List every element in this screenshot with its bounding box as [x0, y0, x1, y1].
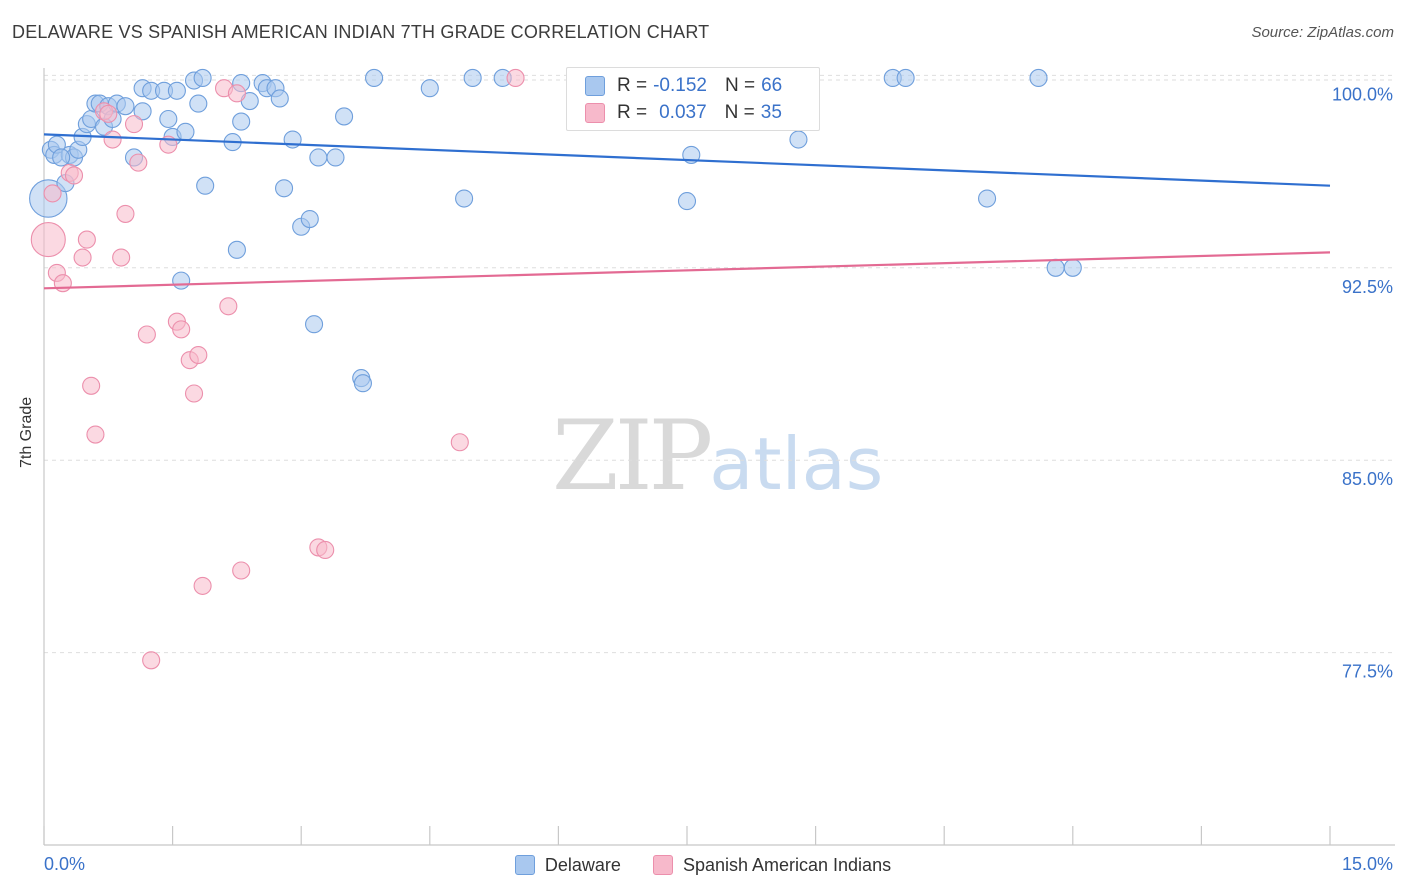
point-delaware — [172, 271, 191, 290]
point-delaware — [326, 148, 345, 167]
point-delaware — [116, 97, 135, 116]
point-spanish-american-indians — [189, 345, 208, 365]
legend-label-delaware: Delaware — [544, 854, 621, 875]
correlation-legend: R = -0.152 N = 66 R = 0.037 N = 35 — [566, 67, 820, 131]
y-tick-label: 92.5% — [1342, 277, 1393, 297]
legend-row-delaware: R = -0.152 N = 66 — [585, 74, 782, 98]
legend-item-delaware[interactable]: Delaware — [514, 854, 621, 876]
point-spanish-american-indians — [64, 166, 84, 185]
point-spanish-american-indians — [184, 384, 204, 403]
point-delaware — [420, 79, 439, 98]
legend-swatch-delaware — [585, 76, 605, 96]
point-delaware — [978, 189, 997, 208]
point-spanish-american-indians — [116, 204, 135, 223]
legend-n-value: 35 — [760, 102, 782, 123]
point-spanish-american-indians — [137, 325, 156, 344]
legend-swatch-delaware — [514, 855, 535, 875]
y-tick-label: 85.0% — [1342, 469, 1393, 489]
source-label: Source: ZipAtlas.com — [1251, 24, 1394, 41]
trendline-delaware — [43, 133, 1331, 187]
point-delaware — [300, 210, 319, 229]
point-spanish-american-indians — [172, 320, 191, 339]
point-spanish-american-indians — [30, 222, 66, 258]
point-spanish-american-indians — [112, 248, 131, 267]
watermark-atlas: atlas — [709, 422, 884, 506]
legend-swatch-spanish-american-indians — [585, 103, 605, 123]
point-spanish-american-indians — [193, 576, 212, 595]
legend-swatch-spanish-american-indians — [652, 855, 673, 875]
point-delaware — [159, 109, 178, 129]
legend-label-spanish-american-indians: Spanish American Indians — [682, 854, 892, 875]
point-spanish-american-indians — [82, 376, 101, 395]
point-delaware — [365, 68, 384, 88]
point-delaware — [176, 122, 195, 141]
point-delaware — [463, 68, 482, 88]
legend-n-label: N = — [724, 102, 755, 123]
point-delaware — [167, 81, 186, 100]
legend-n-label: N = — [724, 75, 756, 96]
legend-n-value: 66 — [761, 75, 783, 96]
point-spanish-american-indians — [99, 104, 118, 123]
point-spanish-american-indians — [227, 84, 246, 103]
point-spanish-american-indians — [142, 651, 161, 670]
point-delaware — [133, 102, 152, 121]
point-spanish-american-indians — [77, 230, 96, 249]
legend-item-spanish-american-indians[interactable]: Spanish American Indians — [652, 854, 892, 876]
point-delaware — [677, 192, 697, 211]
point-delaware — [227, 240, 246, 259]
point-delaware — [455, 189, 474, 208]
point-spanish-american-indians — [103, 130, 122, 149]
legend-r-value: -0.152 — [653, 75, 707, 96]
point-delaware — [193, 68, 212, 88]
point-delaware — [309, 148, 328, 167]
point-delaware — [189, 94, 208, 113]
point-delaware — [789, 130, 808, 149]
trendline-spanish-american-indians — [43, 251, 1331, 290]
point-delaware — [305, 315, 324, 334]
point-delaware — [1029, 68, 1048, 88]
point-delaware — [232, 112, 251, 131]
x-tick-label: 15.0% — [1342, 854, 1393, 874]
point-spanish-american-indians — [43, 184, 62, 203]
y-tick-label: 77.5% — [1342, 662, 1393, 682]
watermark: ZIPatlas — [552, 400, 883, 512]
point-spanish-american-indians — [219, 297, 238, 316]
point-spanish-american-indians — [53, 274, 72, 293]
point-delaware — [1046, 258, 1065, 277]
point-spanish-american-indians — [232, 561, 251, 580]
point-spanish-american-indians — [73, 248, 92, 267]
legend-r-value: 0.037 — [659, 102, 707, 123]
point-spanish-american-indians — [450, 433, 469, 452]
point-spanish-american-indians — [506, 68, 525, 88]
chart-title: DELAWARE VS SPANISH AMERICAN INDIAN 7TH … — [12, 22, 710, 42]
legend-r-label: R = — [617, 102, 648, 123]
point-spanish-american-indians — [86, 425, 105, 444]
y-tick-label: 100.0% — [1332, 84, 1393, 104]
point-delaware — [52, 148, 71, 167]
x-tick-label: 0.0% — [44, 854, 85, 874]
point-delaware — [1063, 258, 1082, 277]
point-delaware — [275, 179, 294, 198]
point-spanish-american-indians — [124, 115, 144, 134]
watermark-zip: ZIP — [552, 400, 713, 512]
legend-r-label: R = — [617, 75, 648, 96]
series-legend: Delaware Spanish American Indians — [0, 852, 1406, 878]
point-spanish-american-indians — [316, 540, 335, 560]
point-delaware — [353, 374, 372, 393]
legend-row-spanish-american-indians: R = 0.037 N = 35 — [585, 101, 782, 125]
point-delaware — [335, 107, 354, 126]
point-spanish-american-indians — [129, 153, 148, 172]
point-delaware — [270, 89, 289, 108]
point-delaware — [896, 68, 915, 88]
point-delaware — [196, 176, 215, 195]
